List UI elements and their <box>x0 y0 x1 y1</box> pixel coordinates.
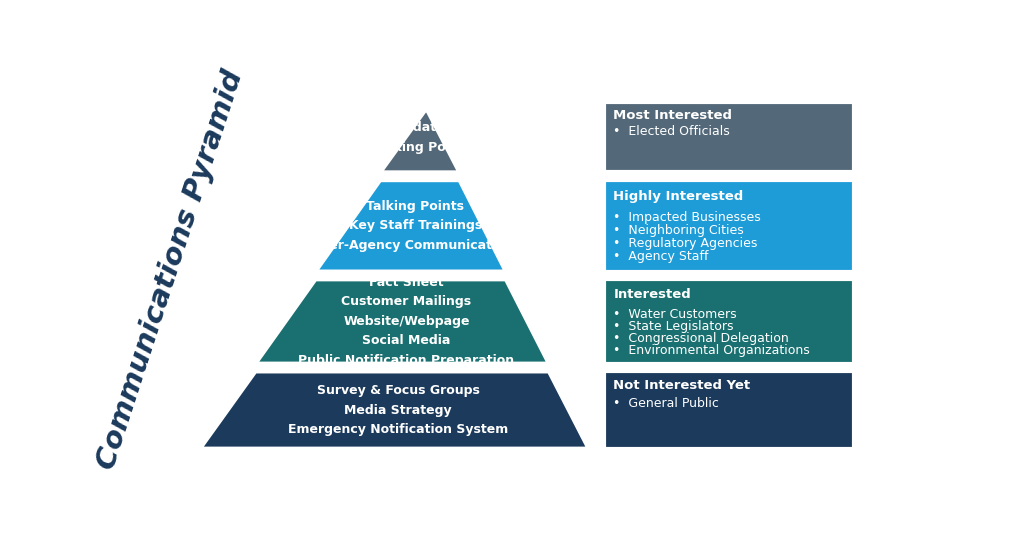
Text: •  Water Customers: • Water Customers <box>613 308 737 321</box>
Text: Most Interested: Most Interested <box>613 109 732 122</box>
Polygon shape <box>604 279 854 364</box>
Text: •  Elected Officials: • Elected Officials <box>613 125 730 138</box>
Polygon shape <box>604 371 854 449</box>
Text: •  Congressional Delegation: • Congressional Delegation <box>613 332 790 345</box>
Text: Updates
Talking Points: Updates Talking Points <box>375 121 472 153</box>
Text: •  Agency Staff: • Agency Staff <box>613 250 709 263</box>
Polygon shape <box>604 180 854 272</box>
Text: Highly Interested: Highly Interested <box>613 190 743 204</box>
Text: •  Neighboring Cities: • Neighboring Cities <box>613 224 744 237</box>
Text: Fact Sheet
Customer Mailings
Website/Webpage
Social Media
Public Notification Pr: Fact Sheet Customer Mailings Website/Web… <box>298 276 514 367</box>
Text: •  Regulatory Agencies: • Regulatory Agencies <box>613 237 758 250</box>
Text: Interested: Interested <box>613 288 691 301</box>
Text: Survey & Focus Groups
Media Strategy
Emergency Notification System: Survey & Focus Groups Media Strategy Eme… <box>288 384 508 436</box>
Text: •  State Legislators: • State Legislators <box>613 320 734 333</box>
Polygon shape <box>255 279 549 364</box>
Polygon shape <box>315 180 506 272</box>
Polygon shape <box>604 102 854 172</box>
Text: Not Interested Yet: Not Interested Yet <box>613 379 751 392</box>
Text: Communications Pyramid: Communications Pyramid <box>92 67 249 473</box>
Text: •  Environmental Organizations: • Environmental Organizations <box>613 344 810 357</box>
Polygon shape <box>200 371 589 449</box>
Polygon shape <box>380 102 460 172</box>
Text: •  Impacted Businesses: • Impacted Businesses <box>613 211 761 224</box>
Text: Talking Points
Key Staff Trainings
Inter-Agency Communications: Talking Points Key Staff Trainings Inter… <box>310 200 520 252</box>
Text: •  General Public: • General Public <box>613 397 719 410</box>
